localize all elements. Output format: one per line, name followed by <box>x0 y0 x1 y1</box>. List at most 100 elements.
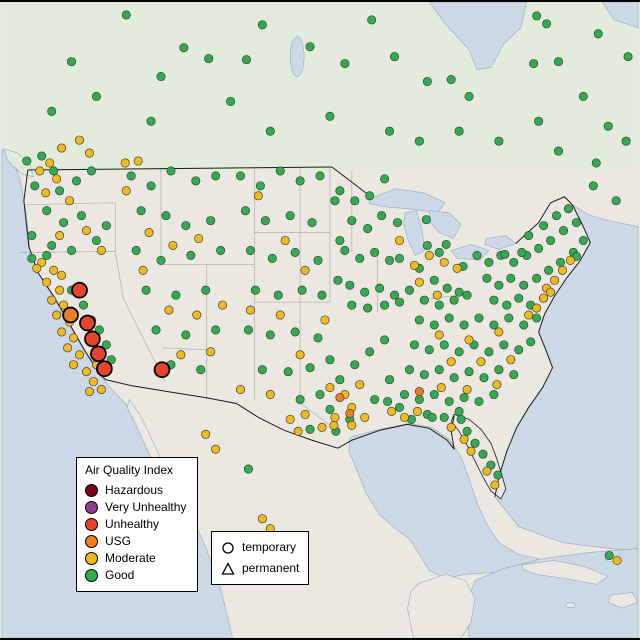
station-dot[interactable] <box>623 52 633 62</box>
station-dot[interactable] <box>482 273 492 283</box>
station-dot[interactable] <box>524 231 534 241</box>
station-dot[interactable] <box>509 257 519 267</box>
station-dot[interactable] <box>245 305 255 315</box>
station-dot[interactable] <box>320 315 330 325</box>
station-dot[interactable] <box>429 320 439 330</box>
station-dot[interactable] <box>62 306 79 324</box>
station-dot[interactable] <box>305 363 315 373</box>
station-dot[interactable] <box>79 314 96 332</box>
station-dot[interactable] <box>151 325 161 335</box>
station-dot[interactable] <box>466 446 476 456</box>
station-dot[interactable] <box>462 290 472 300</box>
station-dot[interactable] <box>146 181 156 191</box>
station-dot[interactable] <box>478 449 488 459</box>
station-dot[interactable] <box>506 273 516 283</box>
station-dot[interactable] <box>414 315 424 325</box>
station-dot[interactable] <box>164 305 174 315</box>
station-dot[interactable] <box>55 285 65 295</box>
station-dot[interactable] <box>101 340 111 350</box>
station-dot[interactable] <box>427 412 437 422</box>
station-dot[interactable] <box>454 406 464 416</box>
station-dot[interactable] <box>347 216 357 226</box>
station-dot[interactable] <box>84 148 94 158</box>
station-dot[interactable] <box>55 186 65 196</box>
station-dot[interactable] <box>283 367 293 377</box>
station-dot[interactable] <box>394 297 405 307</box>
station-dot[interactable] <box>335 235 345 246</box>
station-dot[interactable] <box>88 377 98 387</box>
station-dot[interactable] <box>532 11 542 21</box>
station-dot[interactable] <box>409 260 419 270</box>
station-dot[interactable] <box>78 300 89 310</box>
station-dot[interactable] <box>456 414 466 424</box>
station-dot[interactable] <box>404 285 414 295</box>
station-dot[interactable] <box>380 174 390 184</box>
station-dot[interactable] <box>464 335 474 345</box>
station-dot[interactable] <box>81 226 91 236</box>
station-dot[interactable] <box>181 330 191 340</box>
station-dot[interactable] <box>380 335 390 345</box>
station-dot[interactable] <box>506 355 516 365</box>
station-dot[interactable] <box>449 373 459 383</box>
station-dot[interactable] <box>394 402 405 412</box>
station-dot[interactable] <box>285 414 295 424</box>
station-dot[interactable] <box>81 367 91 377</box>
station-dot[interactable] <box>181 221 191 231</box>
station-dot[interactable] <box>211 325 221 335</box>
station-dot[interactable] <box>454 347 464 357</box>
station-dot[interactable] <box>171 290 181 300</box>
station-dot[interactable] <box>253 191 263 201</box>
station-dot[interactable] <box>442 283 452 293</box>
station-dot[interactable] <box>255 181 265 191</box>
station-dot[interactable] <box>347 420 357 430</box>
station-dot[interactable] <box>593 29 603 39</box>
station-dot[interactable] <box>429 275 439 285</box>
station-dot[interactable] <box>370 247 380 257</box>
station-dot[interactable] <box>333 275 343 285</box>
station-dot[interactable] <box>240 206 250 216</box>
station-dot[interactable] <box>421 215 431 225</box>
station-dot[interactable] <box>347 300 357 310</box>
station-dot[interactable] <box>265 126 275 136</box>
station-dot[interactable] <box>245 245 255 255</box>
station-dot[interactable] <box>69 333 79 343</box>
station-dot[interactable] <box>295 350 305 360</box>
station-dot[interactable] <box>532 313 542 323</box>
station-dot[interactable] <box>329 420 339 430</box>
station-dot[interactable] <box>275 310 285 320</box>
station-dot[interactable] <box>317 422 327 432</box>
station-dot[interactable] <box>502 300 512 310</box>
station-dot[interactable] <box>267 253 277 263</box>
station-dot[interactable] <box>470 438 480 448</box>
station-dot[interactable] <box>45 158 55 168</box>
station-dot[interactable] <box>297 285 307 295</box>
station-dot[interactable] <box>243 325 253 335</box>
station-dot[interactable] <box>412 406 422 416</box>
station-dot[interactable] <box>524 310 534 320</box>
station-dot[interactable] <box>257 20 267 30</box>
station-dot[interactable] <box>37 257 47 267</box>
station-dot[interactable] <box>315 171 325 181</box>
station-dot[interactable] <box>380 300 390 310</box>
station-dot[interactable] <box>504 313 514 323</box>
station-dot[interactable] <box>211 444 221 454</box>
station-dot[interactable] <box>553 146 564 156</box>
station-dot[interactable] <box>404 365 414 375</box>
station-dot[interactable] <box>325 355 335 365</box>
station-dot[interactable] <box>588 181 598 191</box>
station-dot[interactable] <box>285 211 295 221</box>
station-dot[interactable] <box>484 257 494 267</box>
station-dot[interactable] <box>446 357 456 367</box>
station-dot[interactable] <box>325 404 335 414</box>
station-dot[interactable] <box>138 265 148 275</box>
station-dot[interactable] <box>106 355 116 365</box>
station-dot[interactable] <box>350 360 360 370</box>
station-dot[interactable] <box>464 91 474 101</box>
station-dot[interactable] <box>542 19 552 29</box>
station-dot[interactable] <box>492 380 502 390</box>
station-dot[interactable] <box>290 247 300 257</box>
station-dot[interactable] <box>59 300 69 310</box>
station-dot[interactable] <box>265 390 275 400</box>
station-dot[interactable] <box>565 255 575 265</box>
